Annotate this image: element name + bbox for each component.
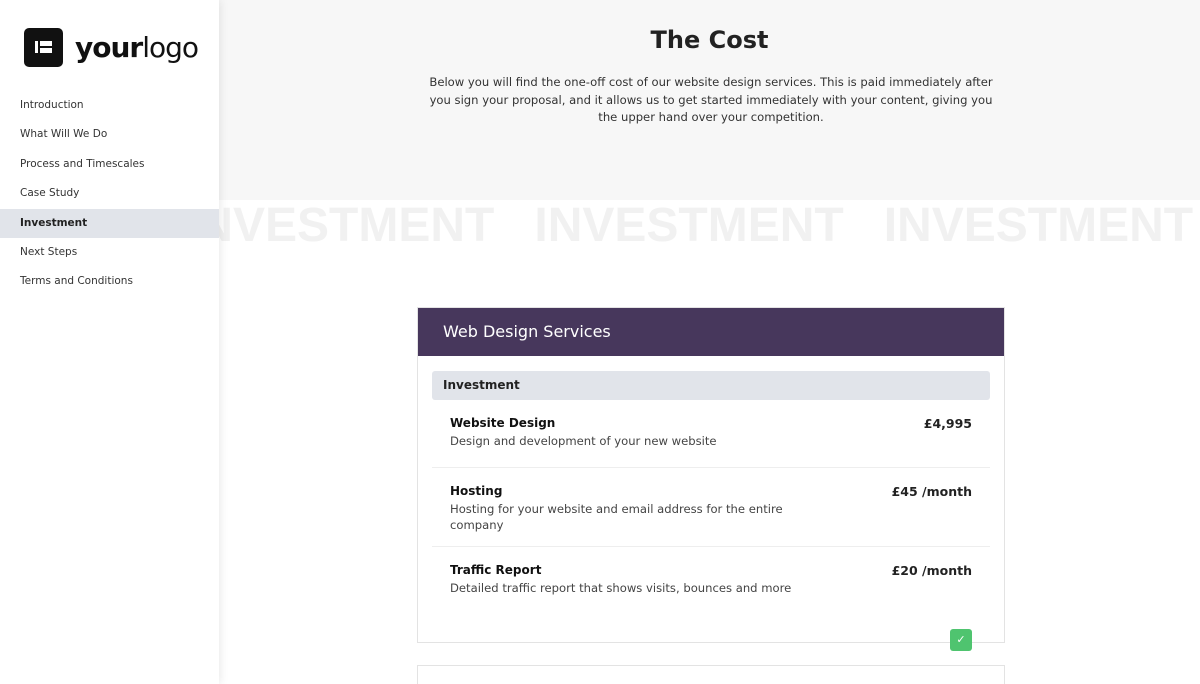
item-description: Design and development of your new websi… — [450, 434, 717, 448]
item-name: Website Design — [450, 416, 556, 430]
check-icon: ✓ — [956, 633, 966, 646]
item-price: £45 /month — [891, 484, 972, 499]
nav-item-next-steps[interactable]: Next Steps — [20, 245, 78, 258]
watermark-text: INVESTMENT INVESTMENT INVESTMENT — [185, 199, 1194, 252]
item-name: Traffic Report — [450, 563, 542, 577]
line-item: Hosting Hosting for your website and ema… — [432, 468, 990, 547]
next-card — [417, 665, 1005, 684]
item-name: Hosting — [450, 484, 503, 498]
nav-item-case-study[interactable]: Case Study — [20, 187, 80, 200]
nav-item-investment[interactable]: Investment — [0, 208, 219, 238]
pricing-card: Web Design Services Investment Website D… — [417, 307, 1005, 651]
item-price: £4,995 — [923, 416, 972, 431]
item-description: Hosting for your website and email addre… — [450, 502, 783, 532]
nav-item-process[interactable]: Process and Timescales — [20, 157, 145, 170]
intro-text: Below you will find the one-off cost of … — [429, 75, 993, 124]
logo[interactable]: yourlogo — [24, 28, 199, 67]
sidebar-nav: Introduction What Will We Do Process and… — [0, 91, 219, 297]
line-item: Traffic Report Detailed traffic report t… — [432, 547, 990, 651]
nav-item-what-will-we-do[interactable]: What Will We Do — [20, 128, 108, 141]
nav-item-introduction[interactable]: Introduction — [20, 99, 84, 111]
logo-text: yourlogo — [75, 31, 199, 64]
nav-item-terms[interactable]: Terms and Conditions — [20, 275, 133, 288]
card-title: Web Design Services — [418, 308, 1004, 356]
page-title: The Cost — [650, 26, 769, 54]
item-description: Detailed traffic report that shows visit… — [450, 581, 792, 595]
sidebar: yourlogo Introduction What Will We Do Pr… — [0, 0, 219, 684]
section-header: Investment — [432, 371, 990, 400]
line-item: Website Design Design and development of… — [432, 400, 990, 468]
item-price: £20 /month — [891, 563, 972, 578]
checkbox-checked[interactable]: ✓ — [950, 629, 972, 651]
header-band — [219, 0, 1200, 200]
logo-icon — [24, 28, 63, 67]
